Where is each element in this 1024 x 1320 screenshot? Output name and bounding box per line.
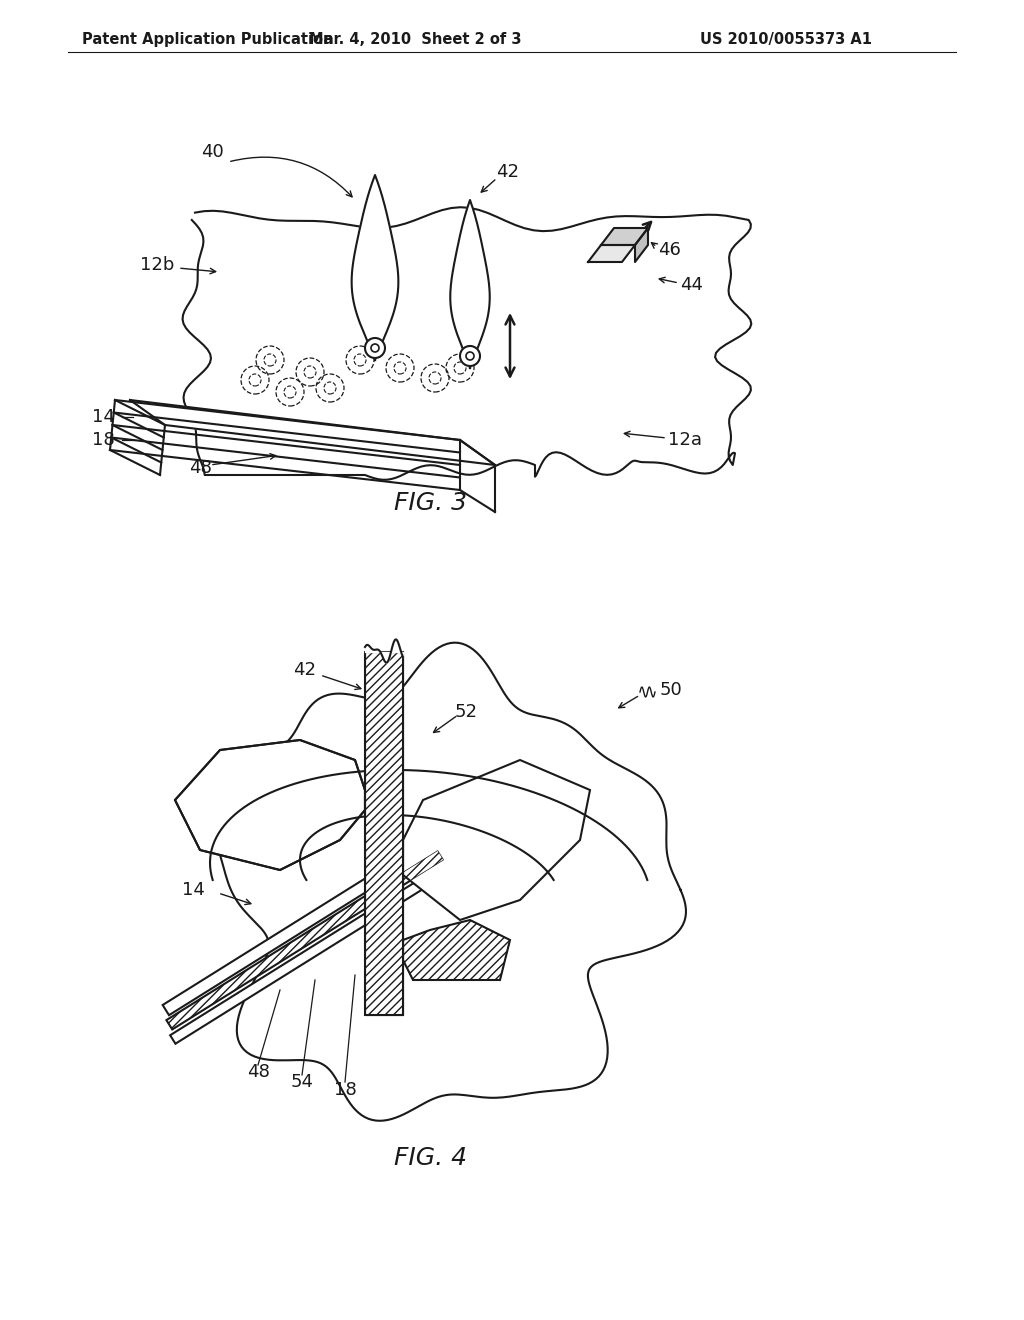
Circle shape [466, 352, 474, 360]
Polygon shape [588, 246, 635, 261]
Text: 54: 54 [291, 1073, 313, 1092]
Text: 12b: 12b [140, 256, 174, 275]
Text: 42: 42 [496, 162, 519, 181]
Text: Mar. 4, 2010  Sheet 2 of 3: Mar. 4, 2010 Sheet 2 of 3 [309, 32, 521, 48]
Text: 48: 48 [188, 459, 211, 477]
Text: Patent Application Publication: Patent Application Publication [82, 32, 334, 48]
Text: 50: 50 [660, 681, 683, 700]
Text: 14: 14 [182, 880, 205, 899]
Polygon shape [130, 400, 495, 465]
Polygon shape [451, 201, 489, 368]
Polygon shape [601, 228, 648, 246]
Polygon shape [182, 207, 752, 479]
Polygon shape [209, 643, 686, 1121]
Text: 14: 14 [92, 408, 115, 426]
Text: 18: 18 [334, 1081, 356, 1100]
Polygon shape [170, 876, 430, 1044]
Text: FIG. 4: FIG. 4 [393, 1146, 467, 1170]
Text: 40: 40 [201, 143, 223, 161]
Text: 52: 52 [455, 704, 478, 721]
Polygon shape [175, 741, 365, 870]
Text: US 2010/0055373 A1: US 2010/0055373 A1 [700, 32, 872, 48]
Circle shape [371, 345, 379, 352]
Text: 42: 42 [294, 661, 316, 678]
Polygon shape [166, 850, 443, 1030]
Circle shape [365, 338, 385, 358]
Text: 46: 46 [658, 242, 681, 259]
Text: 18: 18 [92, 432, 115, 449]
Text: FIG. 3: FIG. 3 [393, 491, 467, 515]
Text: 12a: 12a [668, 432, 702, 449]
Polygon shape [403, 920, 510, 979]
Polygon shape [403, 760, 590, 920]
Circle shape [460, 346, 480, 366]
Text: 44: 44 [680, 276, 703, 294]
Polygon shape [351, 176, 398, 360]
Polygon shape [635, 228, 648, 261]
Bar [365, 652, 403, 1015]
Text: 48: 48 [247, 1063, 269, 1081]
Polygon shape [163, 825, 458, 1015]
Bar [365, 652, 403, 1015]
